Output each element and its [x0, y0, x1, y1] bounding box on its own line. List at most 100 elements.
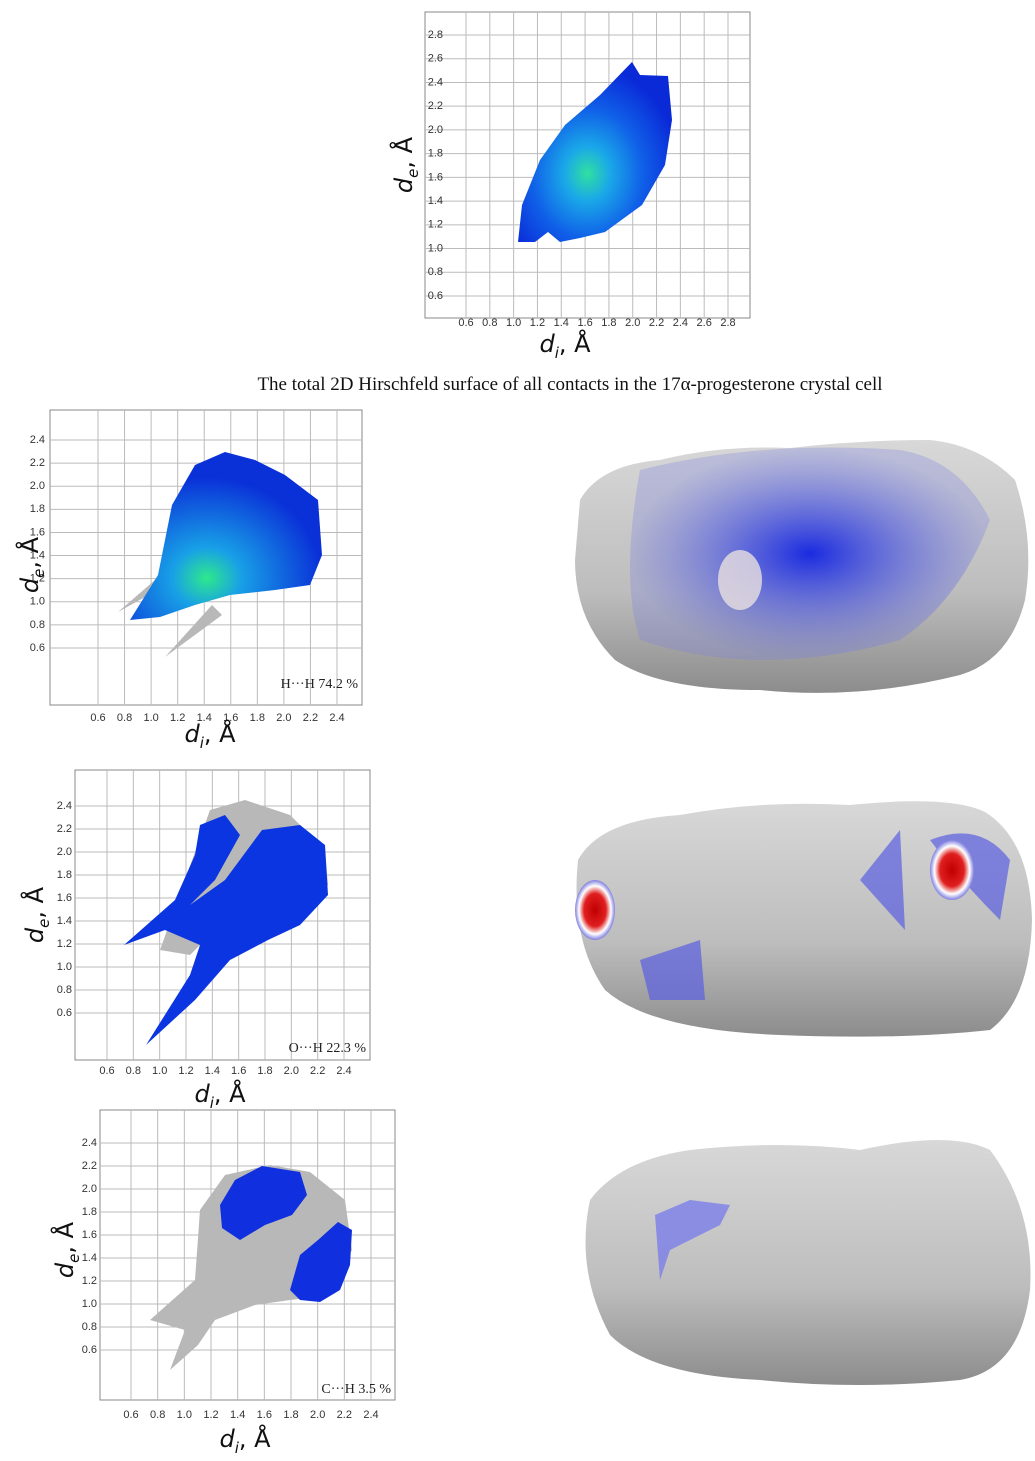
- x-axis-label: di, Å: [194, 1079, 246, 1112]
- x-tick-label: 2.2: [303, 712, 318, 724]
- x-tick-label: 2.8: [720, 317, 735, 329]
- x-tick-label: 1.4: [554, 317, 569, 329]
- axis-unit: , Å: [15, 536, 44, 568]
- axis-unit: , Å: [239, 1424, 271, 1453]
- axis-subscript: e: [65, 1254, 83, 1263]
- y-tick-label: 1.6: [428, 171, 443, 183]
- x-tick-label: 0.6: [458, 317, 473, 329]
- y-tick-label: 2.2: [82, 1160, 97, 1172]
- axis-symbol: d: [219, 1425, 235, 1453]
- axis-subscript: e: [30, 569, 48, 578]
- surface-3: [586, 1140, 1031, 1385]
- y-tick-label: 2.0: [30, 480, 45, 492]
- y-tick-label: 2.0: [57, 846, 72, 858]
- x-axis-label: di, Å: [219, 1424, 271, 1457]
- surface-spot: [718, 550, 762, 610]
- axis-symbol: d: [16, 577, 44, 593]
- x-tick-label: 1.4: [230, 1409, 245, 1421]
- axis-symbol: d: [21, 927, 49, 943]
- x-tick-label: 1.4: [205, 1065, 220, 1077]
- fingerprint-hh: [130, 452, 322, 620]
- x-tick-label: 0.8: [150, 1409, 165, 1421]
- figure: The total 2D Hirschfeld surface of all c…: [0, 0, 1035, 1461]
- axis-unit: , Å: [214, 1079, 246, 1108]
- axis-subscript: e: [404, 169, 422, 178]
- x-tick-label: 2.0: [310, 1409, 325, 1421]
- axis-unit: , Å: [20, 886, 49, 918]
- x-axis-label: di, Å: [184, 719, 236, 752]
- y-tick-label: 0.6: [57, 1007, 72, 1019]
- y-tick-label: 2.4: [82, 1137, 97, 1149]
- contact-label: H···H 74.2 %: [281, 677, 359, 692]
- axis-unit: , Å: [389, 136, 418, 168]
- x-tick-label: 2.4: [363, 1409, 378, 1421]
- surface-spot: [930, 840, 974, 900]
- contact-label: C···H 3.5 %: [321, 1382, 391, 1397]
- fingerprint-all: [518, 62, 672, 242]
- y-tick-label: 0.8: [428, 266, 443, 278]
- y-tick-label: 1.0: [30, 596, 45, 608]
- caption: The total 2D Hirschfeld surface of all c…: [257, 374, 882, 395]
- x-tick-label: 2.6: [697, 317, 712, 329]
- y-tick-label: 1.6: [30, 526, 45, 538]
- x-tick-label: 1.0: [177, 1409, 192, 1421]
- y-tick-label: 1.8: [428, 148, 443, 160]
- y-tick-label: 1.2: [57, 938, 72, 950]
- y-tick-label: 2.2: [57, 823, 72, 835]
- surface-1: [575, 440, 1028, 693]
- x-tick-label: 0.8: [117, 712, 132, 724]
- x-tick-label: 0.6: [99, 1065, 114, 1077]
- axis-symbol: d: [539, 330, 555, 358]
- surface-2: [575, 801, 1032, 1036]
- y-tick-label: 0.6: [428, 290, 443, 302]
- x-tick-label: 0.6: [123, 1409, 138, 1421]
- x-tick-label: 2.2: [337, 1409, 352, 1421]
- x-tick-label: 1.0: [152, 1065, 167, 1077]
- y-axis-label: de, Å: [50, 1221, 83, 1278]
- y-tick-label: 2.2: [30, 457, 45, 469]
- x-tick-label: 0.8: [482, 317, 497, 329]
- axis-unit: , Å: [204, 719, 236, 748]
- x-tick-label: 1.6: [577, 317, 592, 329]
- axis-symbol: d: [184, 720, 200, 748]
- y-tick-label: 2.2: [428, 100, 443, 112]
- axis-symbol: d: [51, 1262, 79, 1278]
- y-tick-label: 1.6: [82, 1229, 97, 1241]
- x-axis-label: di, Å: [539, 329, 591, 362]
- axis-unit: , Å: [559, 329, 591, 358]
- axis-subscript: e: [35, 919, 53, 928]
- y-tick-label: 1.4: [82, 1252, 97, 1264]
- y-tick-label: 1.8: [82, 1206, 97, 1218]
- y-tick-label: 1.8: [57, 869, 72, 881]
- y-tick-label: 2.4: [57, 800, 72, 812]
- x-tick-label: 2.2: [649, 317, 664, 329]
- x-tick-label: 2.0: [276, 712, 291, 724]
- x-tick-label: 1.6: [257, 1409, 272, 1421]
- axis-symbol: d: [194, 1080, 210, 1108]
- y-tick-label: 1.2: [428, 219, 443, 231]
- x-tick-label: 1.8: [257, 1065, 272, 1077]
- body: The total 2D Hirschfeld surface of all c…: [0, 0, 1035, 1461]
- y-tick-label: 2.8: [428, 29, 443, 41]
- x-tick-label: 1.0: [506, 317, 521, 329]
- y-tick-label: 2.4: [30, 434, 45, 446]
- y-axis-label: de, Å: [20, 886, 53, 943]
- x-tick-label: 1.8: [283, 1409, 298, 1421]
- x-tick-label: 0.6: [90, 712, 105, 724]
- y-tick-label: 2.4: [428, 76, 443, 88]
- contact-label: O···H 22.3 %: [289, 1041, 367, 1056]
- y-tick-label: 0.8: [57, 984, 72, 996]
- x-tick-label: 2.0: [284, 1065, 299, 1077]
- x-tick-label: 2.0: [625, 317, 640, 329]
- x-tick-label: 1.2: [203, 1409, 218, 1421]
- y-tick-label: 1.8: [30, 503, 45, 515]
- y-tick-label: 1.0: [82, 1298, 97, 1310]
- axis-symbol: d: [390, 177, 418, 193]
- y-axis-label: de, Å: [15, 536, 48, 593]
- y-tick-label: 1.0: [428, 242, 443, 254]
- y-tick-label: 0.8: [82, 1321, 97, 1333]
- x-tick-label: 1.2: [178, 1065, 193, 1077]
- x-tick-label: 1.0: [143, 712, 158, 724]
- y-tick-label: 2.0: [428, 124, 443, 136]
- y-tick-label: 1.6: [57, 892, 72, 904]
